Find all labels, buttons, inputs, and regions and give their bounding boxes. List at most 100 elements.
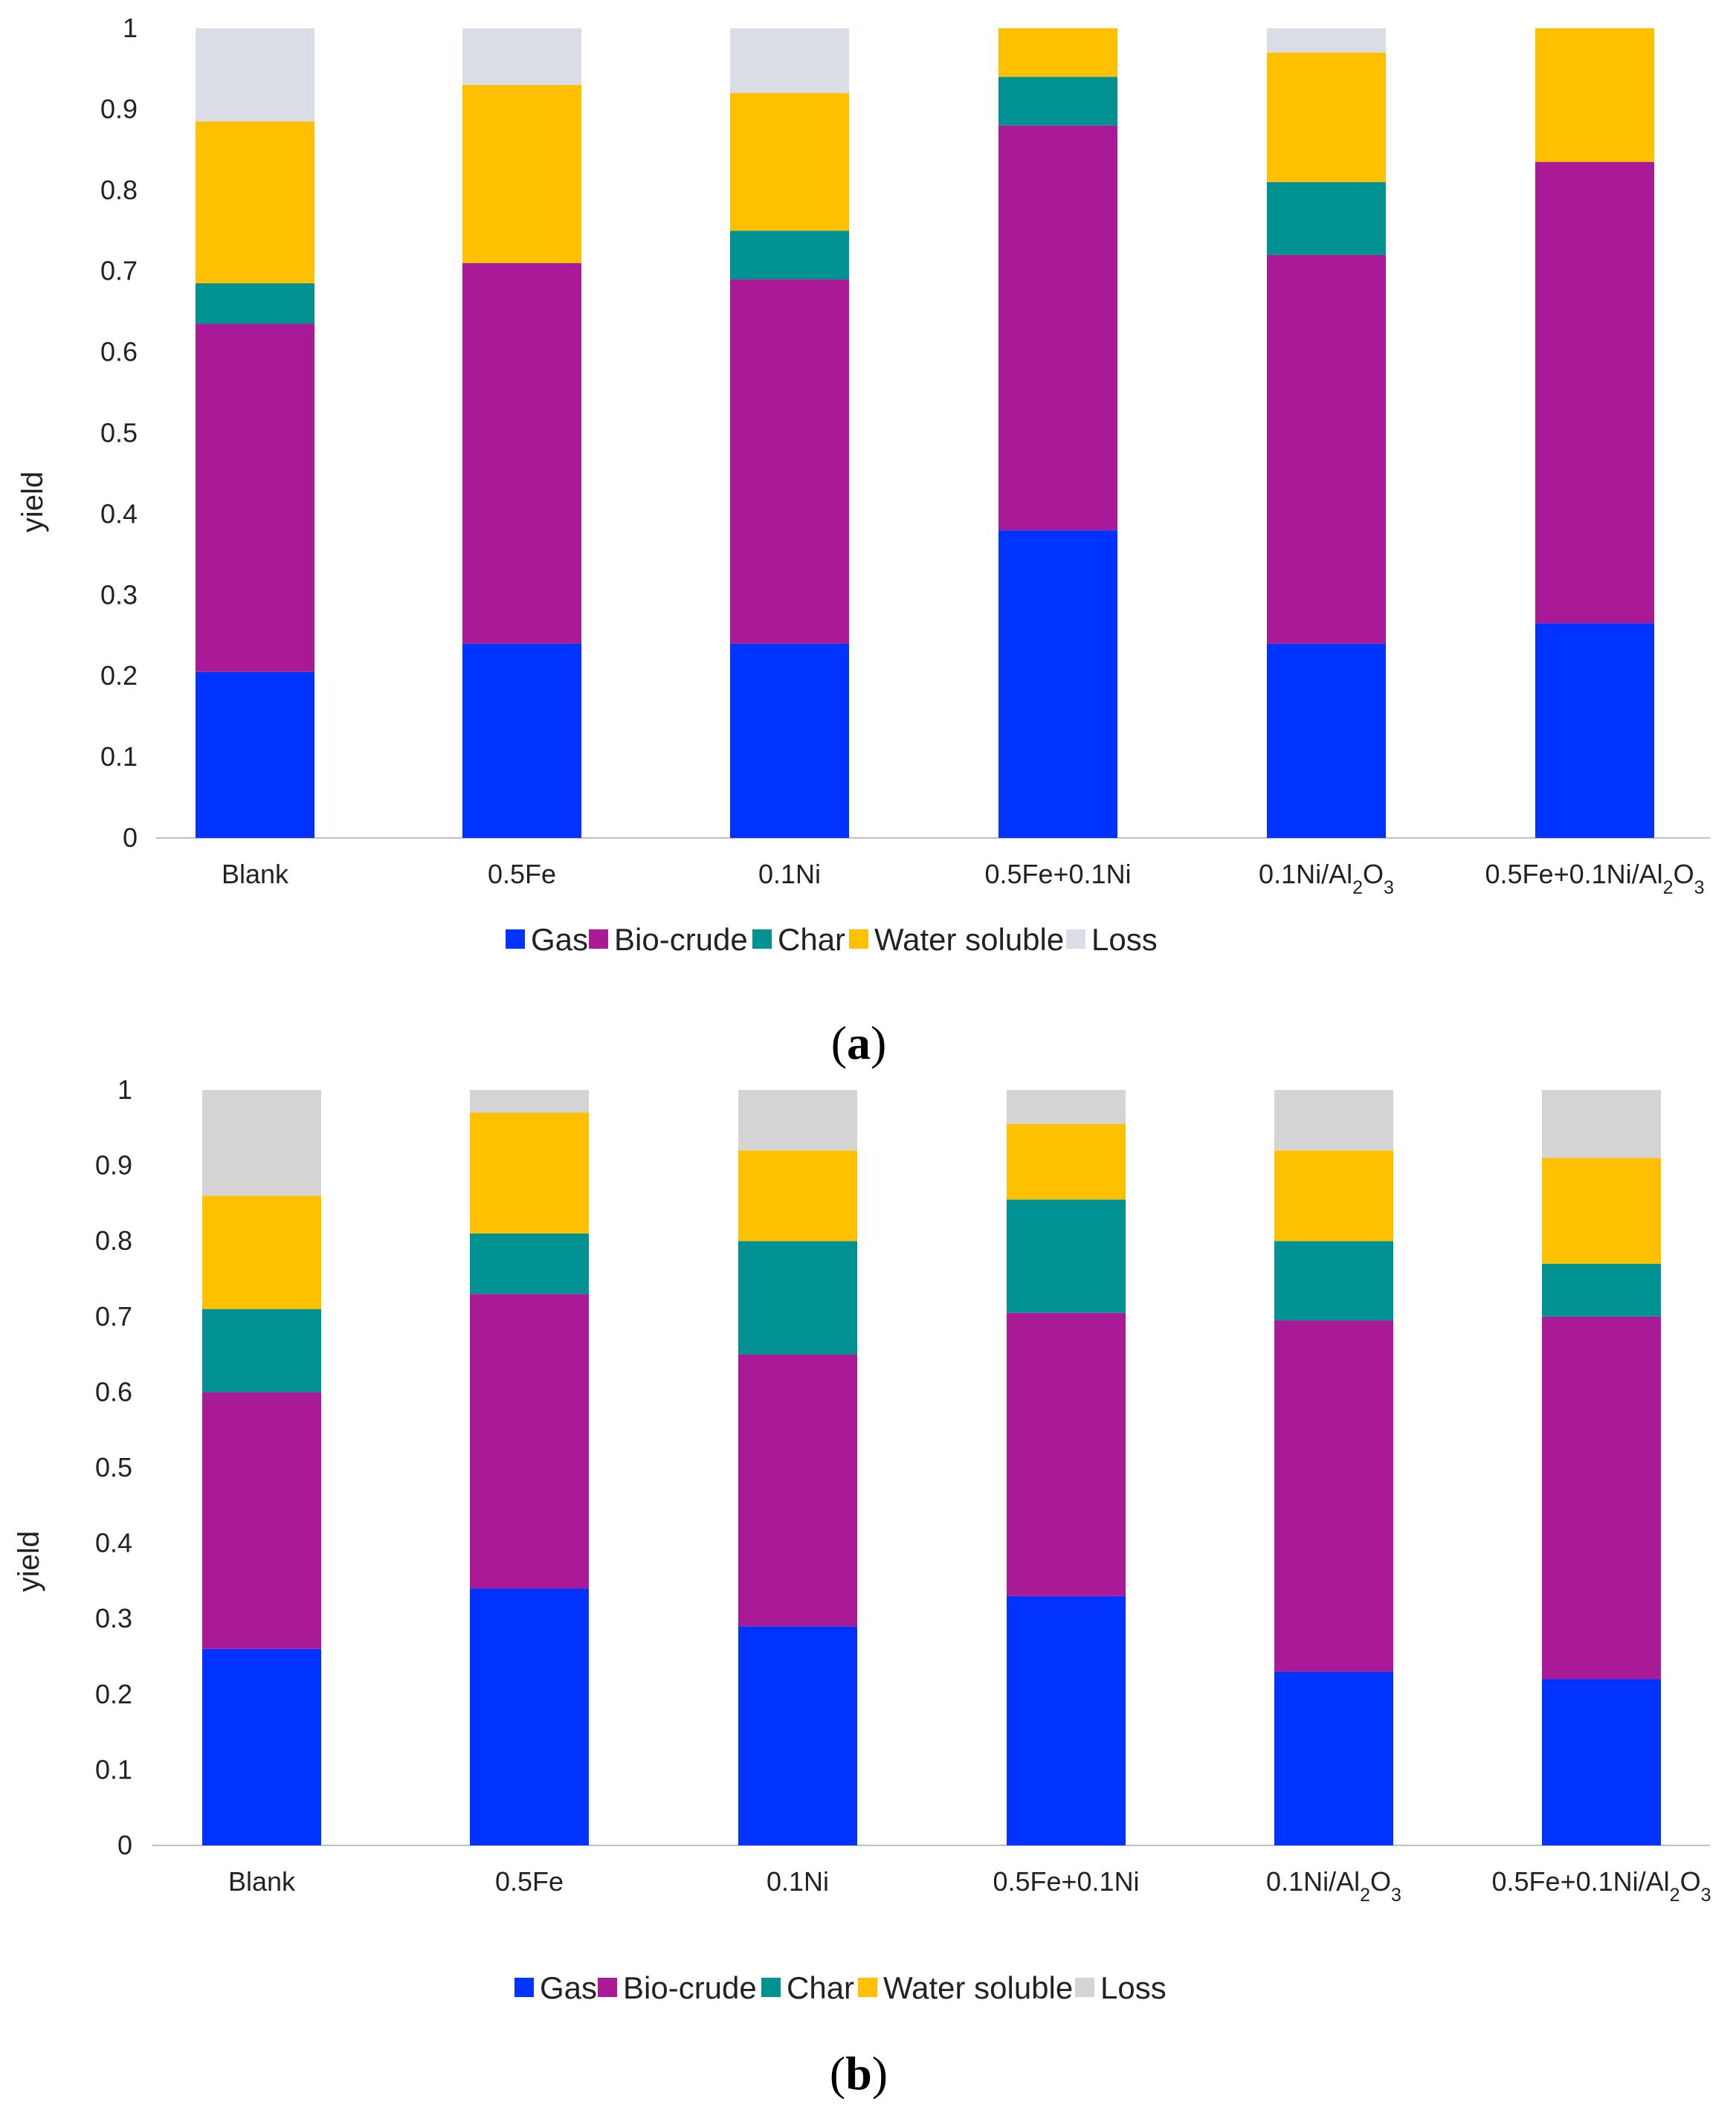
y-tick-label-b: 0.9 bbox=[95, 1150, 132, 1181]
x-tick-label-0-5fe-0-1ni-al2o3: 0.5Fe+0.1Ni/Al2O3 bbox=[1485, 859, 1705, 898]
legend-label-gas: Gas bbox=[540, 1970, 597, 2005]
bar-segment-water-soluble-0-5fe-0-1ni-al2o3 bbox=[1535, 28, 1654, 162]
legend-label-water-soluble: Water soluble bbox=[874, 922, 1064, 957]
bar-segment-bio-crude-0-1ni-al2o3 bbox=[1267, 254, 1386, 644]
legend-label-loss: Loss bbox=[1100, 1970, 1167, 2005]
bars-b bbox=[202, 1090, 1661, 1845]
legend-label-water-soluble: Water soluble bbox=[883, 1970, 1073, 2005]
bar-segment-bio-crude-0-1ni-al2o3 bbox=[1274, 1320, 1393, 1672]
y-tick-label-a: 0.5 bbox=[100, 418, 138, 448]
y-tick-label-b: 0.4 bbox=[95, 1528, 132, 1558]
bar-segment-gas-blank bbox=[202, 1648, 321, 1845]
bar-segment-loss-blank bbox=[202, 1090, 321, 1196]
x-tick-label-0-1ni-al2o3: 0.1Ni/Al2O3 bbox=[1266, 1866, 1401, 1906]
bar-segment-water-soluble-0-5fe-0-1ni bbox=[998, 28, 1117, 77]
bar-segment-char-0-5fe-0-1ni-al2o3 bbox=[1542, 1263, 1661, 1317]
legend-swatch-water-soluble bbox=[849, 929, 868, 949]
caption-b: (b) bbox=[830, 2047, 888, 2100]
y-tick-label-b: 0.1 bbox=[95, 1754, 132, 1784]
x-ticks-a: Blank 0.5Fe 0.1Ni 0.5Fe+0.1Ni 0.1Ni/Al2O3 0.5… bbox=[222, 859, 1705, 898]
bar-segment-loss-0-1ni bbox=[730, 28, 849, 94]
bar-segment-bio-crude-0-5fe-0-1ni-al2o3 bbox=[1542, 1316, 1661, 1680]
legend-swatch-gas bbox=[514, 1978, 534, 1997]
bar-segment-bio-crude-0-5fe-0-1ni-al2o3 bbox=[1535, 161, 1654, 624]
x-tick-label-0-1ni: 0.1Ni bbox=[767, 1866, 829, 1897]
bar-segment-water-soluble-0-1ni-al2o3 bbox=[1267, 52, 1386, 182]
bar-segment-water-soluble-0-5fe-0-1ni bbox=[1007, 1123, 1126, 1200]
bar-segment-bio-crude-blank bbox=[202, 1392, 321, 1649]
bar-segment-bio-crude-0-1ni bbox=[730, 279, 849, 644]
y-tick-label-a: 0.6 bbox=[100, 337, 138, 367]
y-tick-label-a: 0.1 bbox=[100, 741, 138, 772]
bar-segment-gas-0-5fe-0-1ni bbox=[998, 530, 1117, 838]
legend-label-loss: Loss bbox=[1091, 922, 1158, 957]
y-ticks-b: 0 0.1 0.2 0.3 0.4 0.5 0.6 0.7 0.8 0.9 1 bbox=[95, 1074, 132, 1860]
bar-segment-gas-0-1ni bbox=[730, 643, 849, 838]
y-tick-label-b: 1 bbox=[117, 1074, 132, 1105]
y-tick-label-b: 0.2 bbox=[95, 1679, 132, 1709]
legend-label-gas: Gas bbox=[531, 922, 588, 957]
legend-swatch-gas bbox=[506, 929, 525, 949]
x-tick-label-0-1ni: 0.1Ni bbox=[758, 859, 821, 889]
bar-segment-gas-0-1ni-al2o3 bbox=[1267, 643, 1386, 838]
legend-b: Gas Bio-crude Char Water soluble Loss bbox=[514, 1970, 1167, 2005]
y-tick-label-a: 0.4 bbox=[100, 498, 138, 529]
x-tick-label-0-1ni-al2o3: 0.1Ni/Al2O3 bbox=[1259, 859, 1394, 898]
chart-panel-a: 0 0.1 0.2 0.3 0.4 0.5 0.6 0.7 0.8 0.9 1 Blank 0.5Fe… bbox=[16, 13, 1710, 1069]
x-tick-label-0-5fe-0-1ni: 0.5Fe+0.1Ni bbox=[984, 859, 1131, 889]
caption-letter-a: a bbox=[847, 1016, 871, 1069]
y-tick-label-a: 0.7 bbox=[100, 256, 138, 286]
bar-segment-loss-0-5fe bbox=[470, 1090, 589, 1113]
bars-a bbox=[196, 28, 1654, 838]
bar-segment-bio-crude-0-5fe bbox=[470, 1294, 589, 1589]
y-tick-label-a: 0 bbox=[123, 822, 138, 853]
bar-segment-bio-crude-0-5fe bbox=[462, 262, 581, 644]
bar-segment-bio-crude-blank bbox=[196, 323, 314, 672]
y-tick-label-a: 0.2 bbox=[100, 660, 138, 691]
bar-segment-char-0-1ni bbox=[738, 1241, 857, 1355]
bar-segment-gas-0-5fe-0-1ni-al2o3 bbox=[1542, 1679, 1661, 1845]
x-tick-label-blank: Blank bbox=[222, 859, 289, 889]
bar-segment-char-0-5fe bbox=[470, 1233, 589, 1294]
bar-segment-loss-0-1ni-al2o3 bbox=[1267, 28, 1386, 53]
x-tick-label-0-5fe: 0.5Fe bbox=[488, 859, 556, 889]
bar-segment-bio-crude-0-5fe-0-1ni bbox=[1007, 1312, 1126, 1596]
y-tick-label-b: 0.6 bbox=[95, 1376, 132, 1407]
bar-segment-gas-0-5fe-0-1ni bbox=[1007, 1596, 1126, 1845]
legend-swatch-loss bbox=[1075, 1978, 1094, 1997]
legend-a: Gas Bio-crude Char Water soluble Loss bbox=[506, 922, 1158, 957]
bar-segment-bio-crude-0-1ni bbox=[738, 1354, 857, 1627]
x-tick-label-0-5fe: 0.5Fe bbox=[495, 1866, 564, 1897]
bar-segment-char-0-1ni bbox=[730, 230, 849, 280]
y-tick-label-a: 0.9 bbox=[100, 94, 138, 124]
bar-segment-loss-0-5fe bbox=[462, 28, 581, 86]
legend-label-char: Char bbox=[787, 1970, 854, 2005]
x-tick-label-0-5fe-0-1ni-al2o3: 0.5Fe+0.1Ni/Al2O3 bbox=[1492, 1866, 1711, 1906]
bar-segment-gas-0-5fe-0-1ni-al2o3 bbox=[1535, 623, 1654, 838]
bar-segment-water-soluble-0-5fe-0-1ni-al2o3 bbox=[1542, 1158, 1661, 1264]
legend-swatch-char bbox=[752, 929, 772, 949]
legend-swatch-bio-crude bbox=[598, 1978, 617, 1997]
bar-segment-char-0-5fe-0-1ni bbox=[998, 77, 1117, 126]
bar-segment-bio-crude-0-5fe-0-1ni bbox=[998, 125, 1117, 531]
y-axis-label-a: yield bbox=[16, 471, 49, 532]
legend-label-bio-crude: Bio-crude bbox=[614, 922, 748, 957]
bar-segment-gas-0-1ni bbox=[738, 1626, 857, 1845]
caption-a: (a) bbox=[831, 1016, 887, 1069]
legend-swatch-char bbox=[761, 1978, 781, 1997]
bar-segment-loss-blank bbox=[196, 28, 314, 122]
y-tick-label-b: 0.8 bbox=[95, 1225, 132, 1256]
y-tick-label-a: 1 bbox=[123, 13, 138, 43]
caption-letter-b: b bbox=[845, 2047, 872, 2100]
y-tick-label-b: 0.5 bbox=[95, 1452, 132, 1483]
bar-segment-gas-blank bbox=[196, 671, 314, 838]
bar-segment-water-soluble-blank bbox=[202, 1196, 321, 1309]
bar-segment-char-blank bbox=[196, 283, 314, 324]
bar-segment-water-soluble-0-1ni bbox=[738, 1150, 857, 1242]
x-tick-label-0-5fe-0-1ni: 0.5Fe+0.1Ni bbox=[993, 1866, 1139, 1897]
bar-segment-loss-0-1ni bbox=[738, 1090, 857, 1151]
bar-segment-water-soluble-0-5fe bbox=[462, 85, 581, 263]
legend-swatch-water-soluble bbox=[858, 1978, 877, 1997]
x-tick-label-blank: Blank bbox=[228, 1866, 296, 1897]
